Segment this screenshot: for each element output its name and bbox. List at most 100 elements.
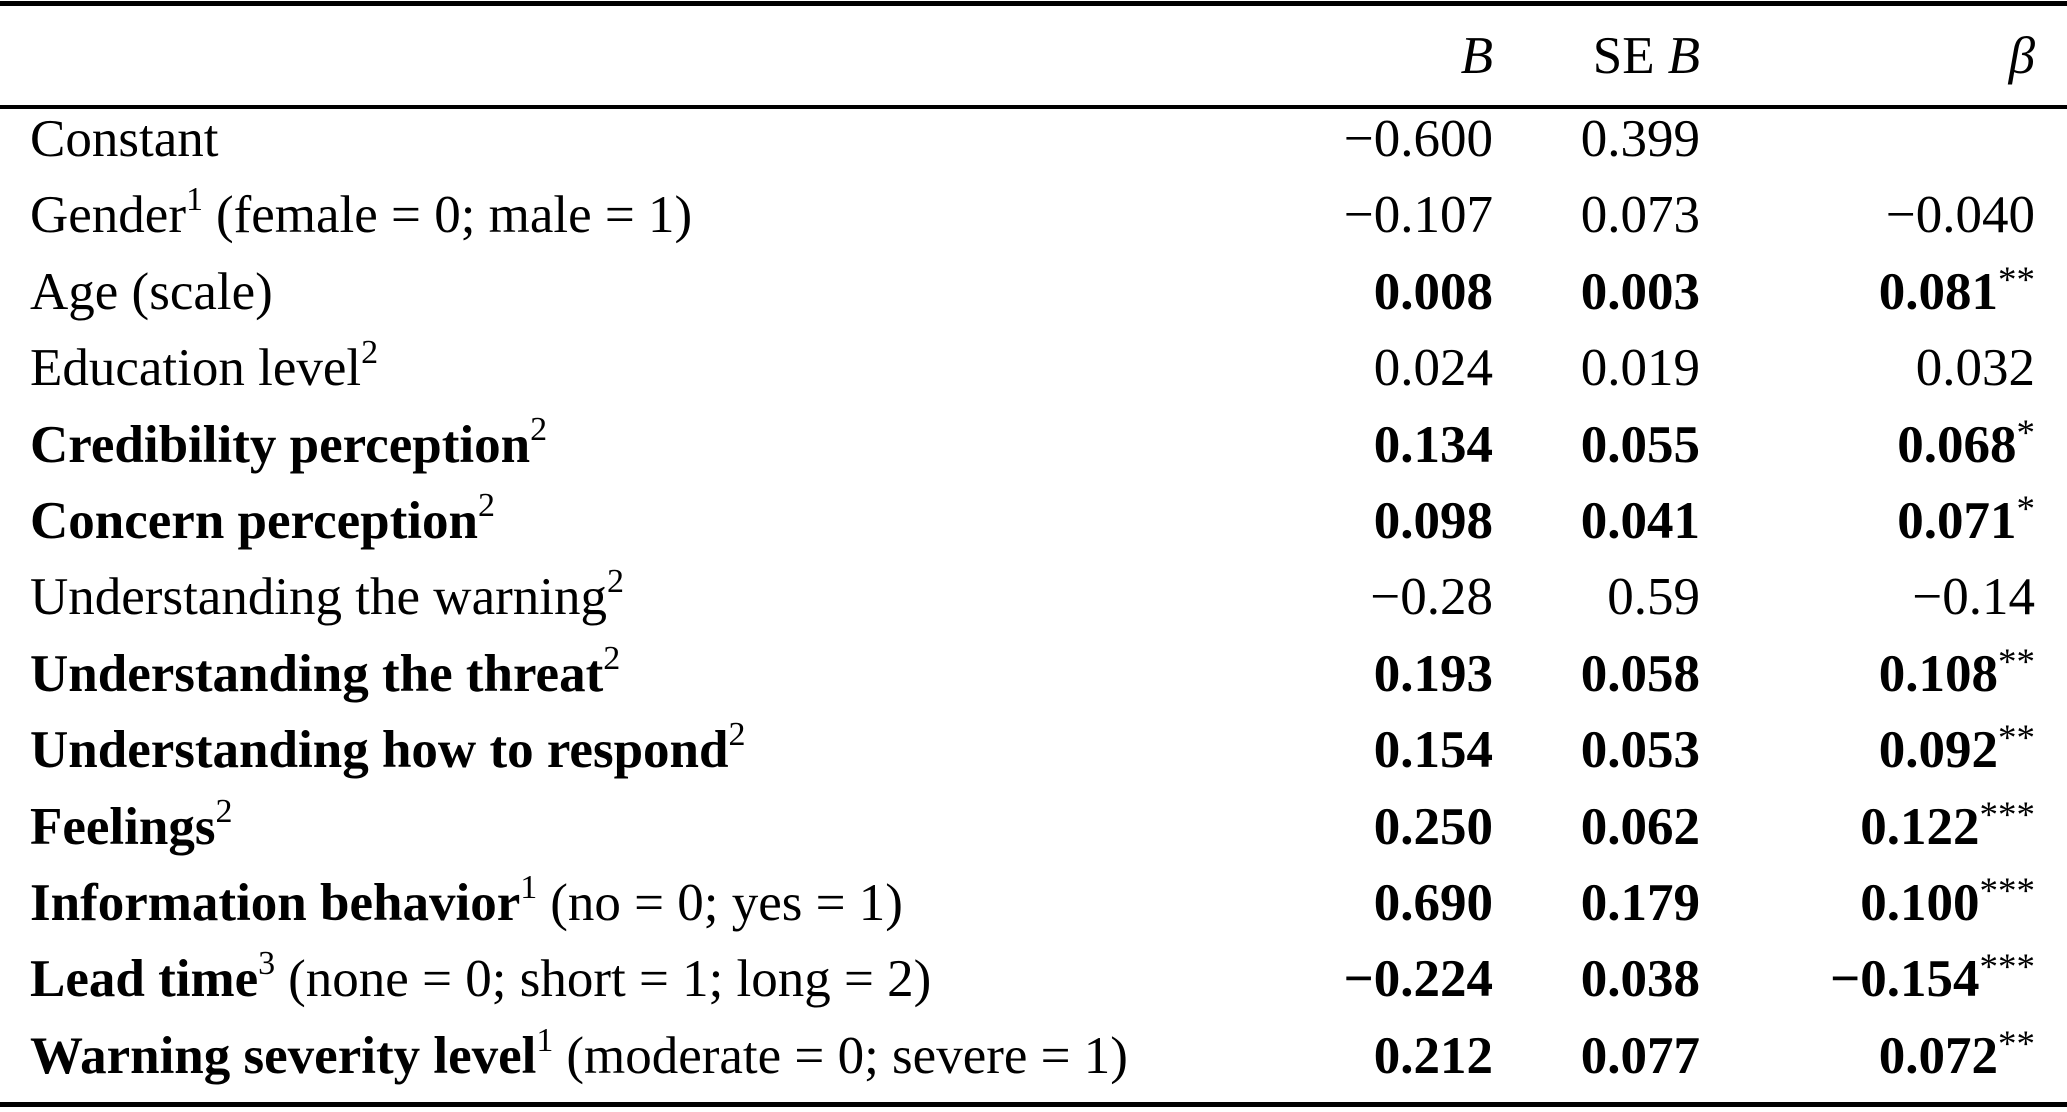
- b-value-cell: 0.690: [1240, 873, 1493, 949]
- se-value-cell: 0.058: [1493, 644, 1700, 720]
- significance-stars: **: [1998, 1023, 2035, 1065]
- predictor-name: Information behavior: [30, 873, 521, 932]
- beta-value: −0.154: [1830, 950, 1980, 1009]
- beta-value-cell: [1700, 107, 2067, 185]
- predictor-coding-detail: (no = 0; yes = 1): [550, 873, 903, 932]
- b-value-cell: 0.212: [1240, 1026, 1493, 1105]
- se-value-cell: 0.073: [1493, 185, 1700, 261]
- se-value: 0.399: [1580, 110, 1700, 168]
- beta-value: 0.072: [1878, 1026, 1998, 1085]
- se-value: 0.077: [1580, 1026, 1700, 1085]
- predictor-label-cell: Gender1 (female = 0; male = 1): [0, 183, 1240, 261]
- beta-value-cell: 0.122***: [1700, 797, 2067, 873]
- predictor-label-cell: Age (scale): [0, 262, 1240, 338]
- se-value-cell: 0.179: [1493, 873, 1700, 949]
- b-value-cell: 0.098: [1240, 491, 1493, 567]
- beta-value: 0.081: [1878, 262, 1998, 321]
- beta-value: −0.040: [1885, 186, 2035, 245]
- table-row: Understanding how to respond2 0.154 0.05…: [0, 718, 2067, 796]
- significance-stars: *: [2016, 488, 2036, 530]
- b-value-cell: 0.008: [1240, 262, 1493, 338]
- table-row: Gender1 (female = 0; male = 1) −0.107 0.0…: [0, 183, 2067, 261]
- beta-value-cell: 0.092**: [1700, 720, 2067, 796]
- se-value-cell: 0.399: [1493, 107, 1700, 185]
- se-value-cell: 0.041: [1493, 491, 1700, 567]
- predictor-name: Feelings: [30, 797, 216, 856]
- table-row: Constant −0.600 0.399: [0, 107, 2067, 185]
- predictor-footnote-superscript: 2: [478, 486, 495, 524]
- header-row: B SE B β: [0, 4, 2067, 108]
- predictor-name: Gender: [30, 186, 186, 245]
- significance-stars: ***: [1979, 947, 2036, 989]
- b-value-cell: 0.250: [1240, 797, 1493, 873]
- predictor-footnote-superscript: 2: [606, 563, 624, 601]
- table-row: Concern perception2 0.098 0.041 0.071*: [0, 488, 2067, 567]
- significance-stars: **: [1998, 718, 2035, 760]
- table-row: Understanding the warning2 −0.28 0.59 −0…: [0, 565, 2067, 643]
- se-value-cell: 0.003: [1493, 262, 1700, 338]
- se-value: 0.058: [1580, 644, 1700, 703]
- significance-stars: **: [1998, 259, 2035, 301]
- beta-value-cell: −0.040: [1700, 185, 2067, 261]
- se-prefix-label: SE: [1592, 26, 1655, 85]
- b-value: 0.098: [1373, 491, 1493, 550]
- predictor-name: Age (scale): [30, 262, 273, 321]
- predictor-label-cell: Lead time3 (none = 0; short = 1; long = 2…: [0, 947, 1240, 1025]
- table-row: Lead time3 (none = 0; short = 1; long = 2…: [0, 947, 2067, 1025]
- beta-value-cell: 0.108**: [1700, 644, 2067, 720]
- predictor-footnote-superscript: 2: [215, 792, 233, 830]
- b-value-cell: 0.134: [1240, 415, 1493, 491]
- se-value: 0.038: [1580, 950, 1700, 1009]
- b-column-label: B: [1460, 26, 1493, 85]
- b-value-cell: −0.107: [1240, 185, 1493, 261]
- predictor-footnote-superscript: 3: [258, 945, 276, 983]
- significance-stars: ***: [1979, 794, 2036, 836]
- header-col-beta: β: [1700, 4, 2067, 108]
- table-row: Understanding the threat2 0.193 0.058 0.…: [0, 641, 2067, 720]
- beta-value-cell: 0.100***: [1700, 873, 2067, 949]
- se-value: 0.003: [1580, 262, 1700, 321]
- b-value: −0.600: [1343, 110, 1493, 168]
- predictor-label-cell: Constant: [0, 107, 1240, 185]
- table-row: Education level2 0.024 0.019 0.032: [0, 336, 2067, 414]
- b-value: 0.212: [1373, 1026, 1493, 1085]
- predictor-name: Constant: [30, 110, 219, 168]
- se-value-cell: 0.019: [1493, 338, 1700, 414]
- se-value-cell: 0.59: [1493, 567, 1700, 643]
- predictor-footnote-superscript: 2: [603, 639, 621, 677]
- table-body: Constant −0.600 0.399 Gender1 (female = 0…: [0, 107, 2067, 1105]
- beta-column-label: β: [2008, 26, 2035, 85]
- predictor-name: Understanding the threat: [30, 644, 604, 703]
- se-value: 0.179: [1580, 873, 1700, 932]
- beta-value-cell: −0.14: [1700, 567, 2067, 643]
- table-row: Feelings2 0.250 0.062 0.122***: [0, 794, 2067, 873]
- predictor-label-cell: Warning severity level1 (moderate = 0; se…: [0, 1023, 1240, 1105]
- se-value-cell: 0.038: [1493, 949, 1700, 1025]
- b-value: 0.193: [1373, 644, 1493, 703]
- b-value: 0.024: [1373, 339, 1493, 398]
- predictor-footnote-superscript: 2: [361, 334, 379, 372]
- se-value-cell: 0.077: [1493, 1026, 1700, 1105]
- se-value: 0.053: [1580, 721, 1700, 780]
- se-value: 0.019: [1580, 339, 1700, 398]
- beta-value-cell: 0.081**: [1700, 262, 2067, 338]
- beta-value: 0.032: [1915, 339, 2035, 398]
- se-value-cell: 0.053: [1493, 720, 1700, 796]
- table-row: Age (scale) 0.008 0.003 0.081**: [0, 262, 2067, 338]
- significance-stars: *: [2016, 412, 2036, 454]
- beta-value: 0.092: [1878, 721, 1998, 780]
- se-value-cell: 0.055: [1493, 415, 1700, 491]
- predictor-label-cell: Information behavior1 (no = 0; yes = 1): [0, 870, 1240, 949]
- predictor-label-cell: Feelings2: [0, 794, 1240, 873]
- beta-value-cell: 0.032: [1700, 338, 2067, 414]
- significance-stars: **: [1998, 641, 2035, 683]
- beta-value-cell: 0.071*: [1700, 491, 2067, 567]
- b-value: −0.107: [1343, 186, 1493, 245]
- predictor-footnote-superscript: 2: [530, 410, 548, 448]
- beta-value: 0.108: [1878, 644, 1998, 703]
- predictor-footnote-superscript: 1: [520, 868, 538, 906]
- se-value: 0.062: [1580, 797, 1700, 856]
- table-row: Warning severity level1 (moderate = 0; se…: [0, 1023, 2067, 1105]
- se-value: 0.055: [1580, 415, 1700, 474]
